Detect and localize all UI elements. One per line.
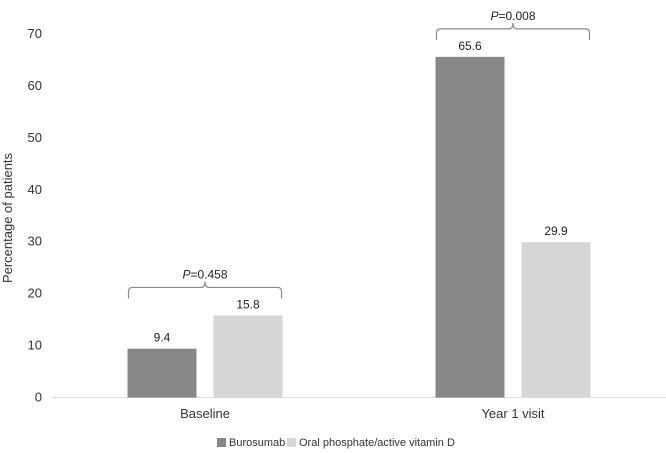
- data-label: 65.6: [458, 39, 482, 53]
- y-axis: 0 10 20 30 40 50 60 70: [28, 26, 42, 405]
- y-tick-label: 70: [28, 26, 42, 41]
- bars: 9.4 15.8 65.6 29.9: [127, 39, 591, 398]
- y-tick-label: 40: [28, 182, 42, 197]
- x-tick-label: Year 1 visit: [481, 406, 544, 421]
- p-value-label: P=0.458: [182, 267, 227, 281]
- data-label: 29.9: [544, 224, 568, 238]
- bar-burosumab-baseline: [127, 348, 197, 398]
- legend-label: Burosumab: [229, 437, 285, 449]
- y-tick-label: 30: [28, 234, 42, 249]
- bar-burosumab-year1: [435, 56, 505, 398]
- significance-annotations: P=0.458 P=0.008: [127, 9, 591, 299]
- bar-oral-phosphate-baseline: [213, 315, 283, 398]
- data-label: 9.4: [154, 331, 171, 345]
- y-tick-label: 0: [35, 390, 42, 405]
- x-tick-label: Baseline: [180, 406, 230, 421]
- y-axis-label: Percentage of patients: [0, 152, 15, 283]
- y-tick-label: 10: [28, 338, 42, 353]
- category-labels: Baseline Year 1 visit: [180, 406, 545, 421]
- legend-swatch: [287, 438, 296, 447]
- y-tick-label: 60: [28, 78, 42, 93]
- p-value-label: P=0.008: [490, 9, 535, 23]
- legend-label: Oral phosphate/active vitamin D: [299, 437, 455, 449]
- data-label: 15.8: [236, 297, 260, 311]
- y-tick-label: 50: [28, 130, 42, 145]
- significance-bracket: [127, 281, 283, 299]
- legend: Burosumab Oral phosphate/active vitamin D: [217, 437, 455, 449]
- y-tick-label: 20: [28, 286, 42, 301]
- bar-oral-phosphate-year1: [521, 242, 591, 398]
- significance-bracket: [435, 22, 591, 40]
- legend-swatch: [217, 438, 226, 447]
